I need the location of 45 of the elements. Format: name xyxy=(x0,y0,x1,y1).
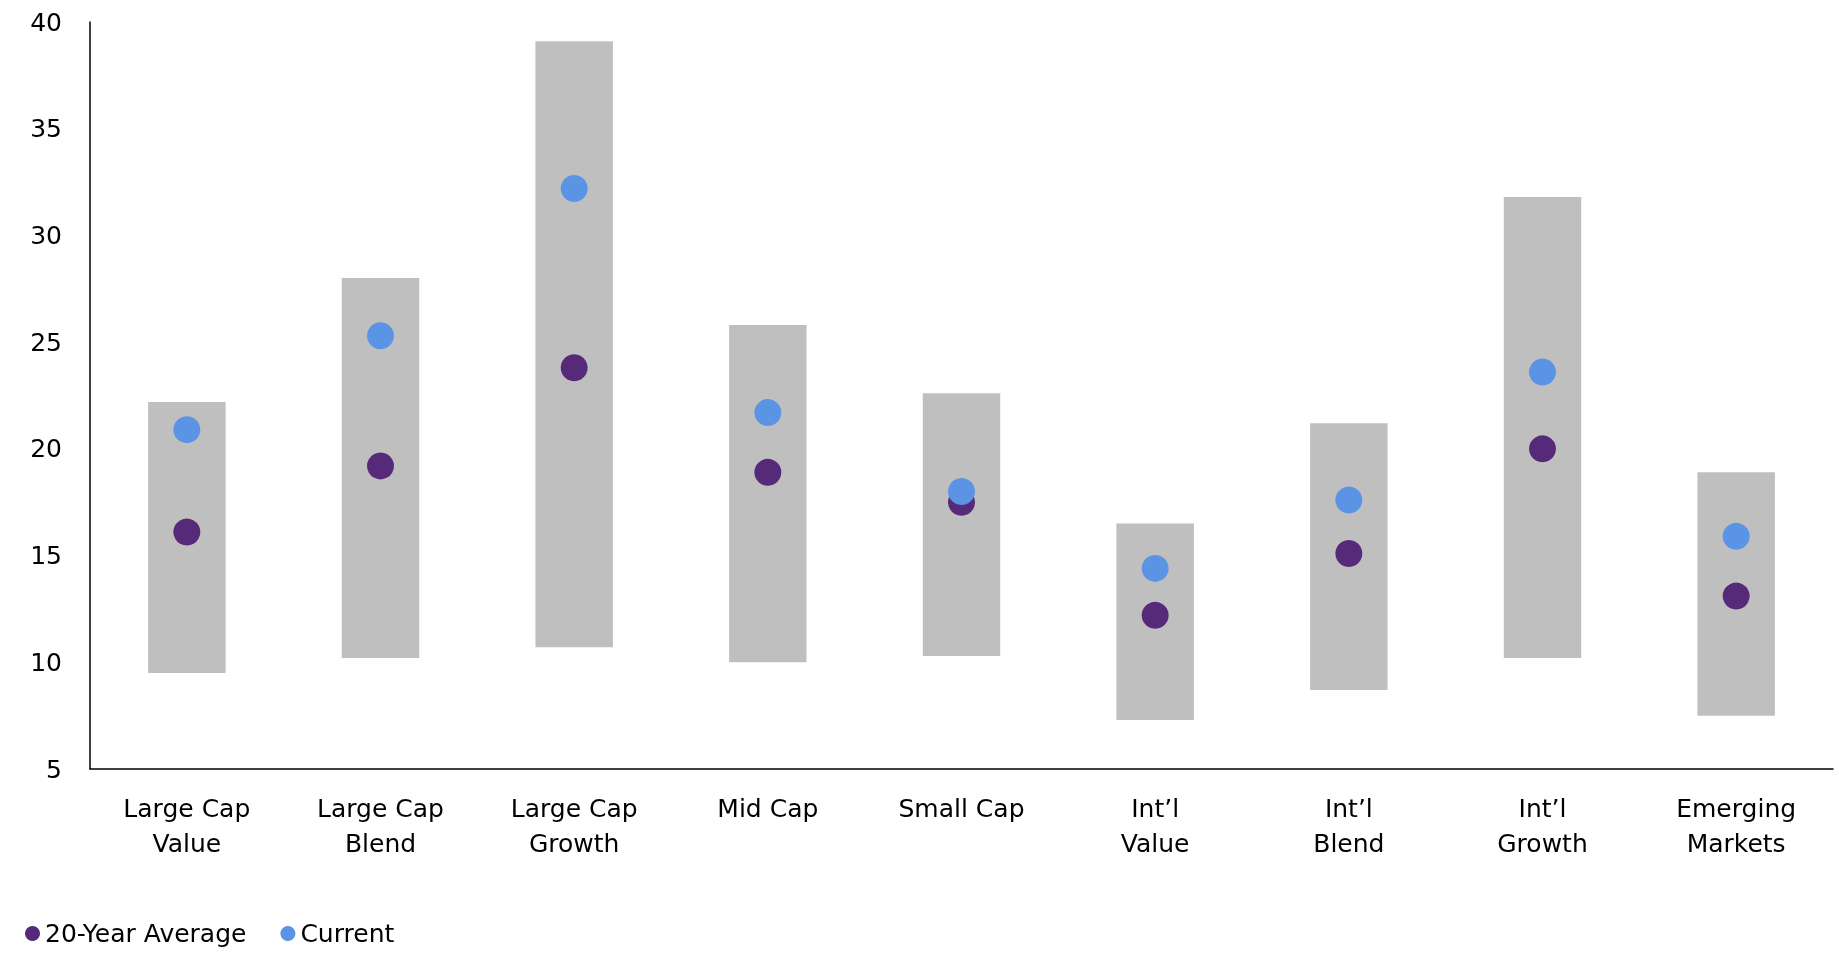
legend-label: 20-Year Average xyxy=(45,919,247,948)
point xyxy=(173,416,201,444)
point xyxy=(367,322,394,350)
point xyxy=(1335,539,1363,567)
y-tick-label: 20 xyxy=(30,434,62,464)
point xyxy=(1141,554,1169,582)
x-tick-label: Large Cap Blend xyxy=(317,794,444,858)
y-tick-label: 10 xyxy=(30,647,62,677)
x-tick-label: Mid Cap xyxy=(717,794,819,823)
bar xyxy=(1503,197,1582,659)
point xyxy=(1722,582,1750,610)
x-tick-label: Int’l Growth xyxy=(1497,794,1588,858)
x-tick-label: Large Cap Value xyxy=(123,794,251,858)
x-tick-label: Int’l Blend xyxy=(1313,794,1385,858)
bar xyxy=(1116,523,1194,720)
point xyxy=(560,174,588,202)
x-tick-label: Emerging Markets xyxy=(1676,794,1797,858)
y-tick-label: 30 xyxy=(30,220,62,250)
point xyxy=(367,452,394,480)
point xyxy=(1529,358,1556,386)
point xyxy=(1722,522,1750,550)
point xyxy=(1335,486,1363,514)
x-tick-label: Int’l Value xyxy=(1120,794,1190,858)
point xyxy=(754,458,782,486)
x-tick-label: Small Cap xyxy=(898,794,1025,823)
bar xyxy=(535,41,613,648)
point xyxy=(173,518,201,546)
point xyxy=(560,354,588,382)
point xyxy=(754,399,782,427)
bar xyxy=(922,393,1001,656)
point xyxy=(948,478,975,506)
x-tick-label: Large Cap Growth xyxy=(510,794,638,858)
y-tick-label: 35 xyxy=(30,114,62,144)
bar xyxy=(341,278,420,659)
y-tick-label: 5 xyxy=(46,754,62,784)
y-tick-label: 25 xyxy=(30,327,62,357)
bar xyxy=(729,325,807,663)
y-tick-label: 40 xyxy=(30,7,62,37)
legend-label: Current xyxy=(300,919,395,948)
y-tick-label: 15 xyxy=(30,541,62,571)
bar xyxy=(148,401,226,673)
point xyxy=(1529,435,1556,463)
bar xyxy=(1697,472,1775,716)
bar xyxy=(1310,423,1388,691)
point xyxy=(1141,601,1169,629)
